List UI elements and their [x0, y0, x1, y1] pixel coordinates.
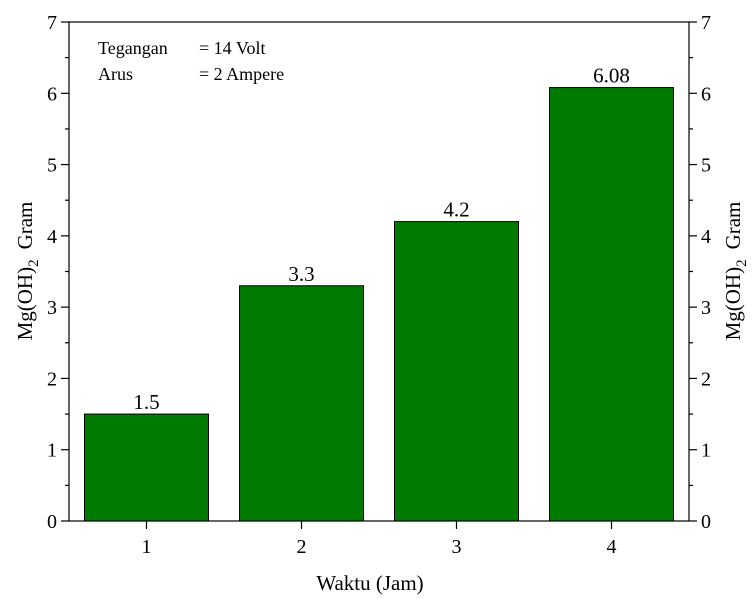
right-y-tick-label-5: 5: [701, 155, 711, 177]
left-y-tick-label-7: 7: [47, 12, 57, 34]
left-y-tick-label-4: 4: [47, 226, 57, 248]
x-tick-label-4: 4: [607, 536, 617, 558]
left-y-tick-label-5: 5: [47, 155, 57, 177]
plot-frame: [68, 21, 690, 522]
left-y-tick-label-1: 1: [47, 440, 57, 462]
right-y-tick-label-3: 3: [701, 297, 711, 319]
data-labels: 1.5 3.3 4.2 6.08: [133, 64, 630, 414]
left-y-axis-ticks: 0 1 2 3 4 5 6 7: [47, 12, 69, 533]
right-y-tick-label-0: 0: [701, 511, 711, 533]
annotation: Tegangan = 14 Volt Arus = 2 Ampere: [98, 38, 284, 84]
data-label-3: 4.2: [443, 198, 469, 222]
data-label-1: 1.5: [133, 390, 159, 414]
bar-3: [394, 221, 519, 522]
y-title-subscript: 2: [26, 259, 42, 267]
left-y-tick-label-2: 2: [47, 368, 57, 390]
x-tick-label-2: 2: [297, 536, 307, 558]
bar-series: [84, 87, 674, 522]
x-axis-title: Waktu (Jam): [316, 571, 423, 595]
right-y-axis-ticks: 0 1 2 3 4 5 6 7: [689, 12, 711, 533]
y-title-subscript-right: 2: [734, 259, 750, 267]
bar-2: [239, 285, 364, 522]
y-title-prefix-right: Mg(OH): [721, 267, 745, 341]
annotation-label-voltage: Tegangan: [98, 38, 168, 58]
left-y-tick-label-0: 0: [47, 511, 57, 533]
data-label-4: 6.08: [593, 64, 630, 88]
data-label-2: 3.3: [288, 262, 314, 286]
right-y-tick-label-4: 4: [701, 226, 711, 248]
right-y-tick-label-2: 2: [701, 368, 711, 390]
left-y-axis-title: Mg(OH)2 Gram: [13, 202, 42, 341]
annotation-label-current: Arus: [98, 64, 133, 84]
left-y-tick-label-6: 6: [47, 83, 57, 105]
x-axis-ticks: 1 2 3 4: [142, 521, 617, 558]
right-y-tick-label-7: 7: [701, 12, 711, 34]
annotation-value-voltage: = 14 Volt: [199, 38, 266, 58]
right-y-tick-label-1: 1: [701, 440, 711, 462]
right-y-tick-label-6: 6: [701, 83, 711, 105]
y-title-prefix: Mg(OH): [13, 267, 37, 341]
bar-4: [549, 87, 674, 522]
y-title-suffix-right: Gram: [721, 202, 745, 250]
x-tick-label-1: 1: [142, 536, 152, 558]
bar-1: [84, 413, 209, 522]
annotation-value-current: = 2 Ampere: [199, 64, 284, 84]
left-y-tick-label-3: 3: [47, 297, 57, 319]
y-title-suffix: Gram: [13, 202, 37, 250]
right-y-axis-title: Mg(OH)2 Gram: [721, 202, 750, 341]
x-tick-label-3: 3: [452, 536, 462, 558]
